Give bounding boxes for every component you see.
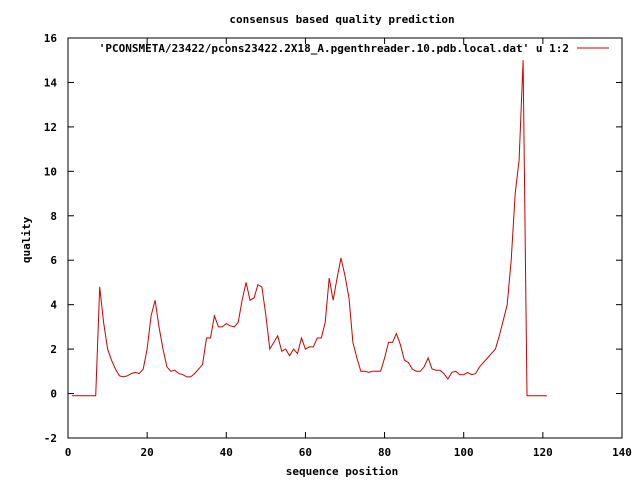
y-tick-label: 12	[44, 121, 57, 134]
x-tick-label: 20	[141, 446, 154, 459]
y-tick-label: -2	[44, 432, 57, 445]
y-tick-label: 2	[50, 343, 57, 356]
axis-ticks: 0 20 40 60 80 100 120 140 -2 0 2 4 6 8 10 12 14 16	[44, 32, 632, 459]
series-layer	[72, 60, 547, 397]
y-tick-label: 0	[50, 388, 57, 401]
x-tick-label: 120	[533, 446, 553, 459]
y-tick-label: 10	[44, 165, 57, 178]
y-tick-label: 6	[50, 254, 57, 267]
x-axis-label: sequence position	[286, 465, 399, 478]
chart-title: consensus based quality prediction	[229, 13, 454, 26]
y-tick-label: 8	[50, 210, 57, 223]
y-tick-label: 16	[44, 32, 58, 45]
y-axis-label: quality	[20, 216, 33, 263]
legend-label: 'PCONSMETA/23422/pcons23422.2X18_A.pgent…	[99, 42, 569, 55]
legend: 'PCONSMETA/23422/pcons23422.2X18_A.pgent…	[99, 42, 609, 55]
y-tick-label: 4	[50, 299, 57, 312]
y-tick-label: 14	[44, 76, 58, 89]
series-line	[72, 60, 547, 397]
x-tick-label: 60	[299, 446, 312, 459]
plot-border	[67, 37, 623, 439]
x-tick-label: 80	[378, 446, 391, 459]
x-tick-label: 140	[612, 446, 632, 459]
x-tick-label: 40	[220, 446, 233, 459]
x-tick-label: 100	[454, 446, 474, 459]
x-tick-label: 0	[65, 446, 72, 459]
plot-frame	[67, 37, 623, 439]
